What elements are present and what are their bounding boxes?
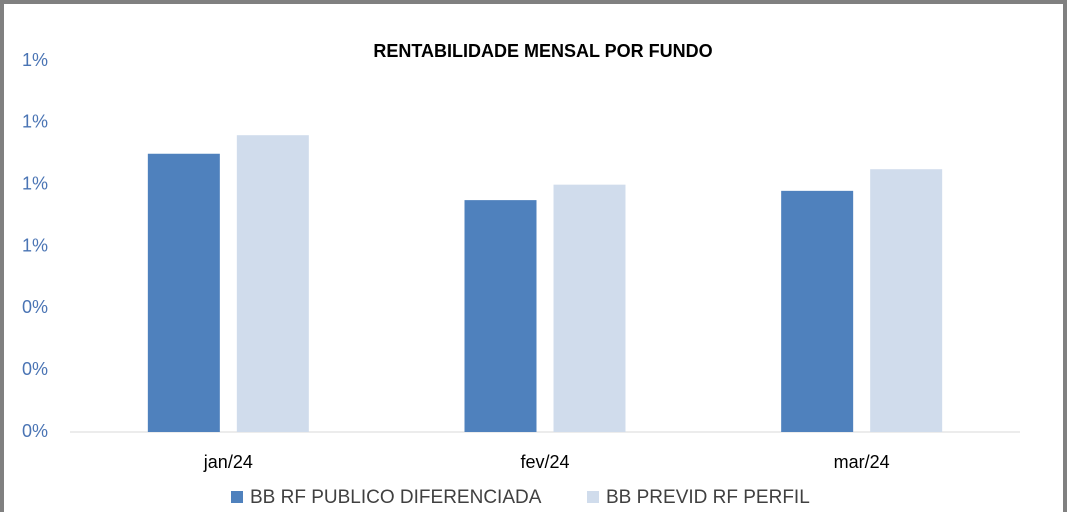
y-tick-label: 0% bbox=[22, 359, 48, 379]
legend-swatch bbox=[231, 491, 243, 503]
y-tick-label: 1% bbox=[22, 173, 48, 193]
y-tick-label: 0% bbox=[22, 421, 48, 441]
bar bbox=[464, 200, 537, 432]
bar bbox=[553, 184, 626, 432]
y-tick-label: 1% bbox=[22, 112, 48, 132]
x-tick-label: jan/24 bbox=[203, 452, 253, 472]
bar bbox=[236, 135, 309, 432]
legend-label: BB PREVID RF PERFIL bbox=[606, 487, 810, 508]
y-tick-label: 1% bbox=[22, 235, 48, 255]
legend-label: BB RF PUBLICO DIFERENCIADA bbox=[250, 487, 542, 508]
legend-swatch bbox=[587, 491, 599, 503]
bar bbox=[870, 169, 943, 433]
x-tick-label: mar/24 bbox=[834, 452, 890, 472]
y-tick-label: 0% bbox=[22, 297, 48, 317]
bar bbox=[147, 153, 220, 432]
bar bbox=[781, 190, 854, 432]
x-tick-label: fev/24 bbox=[520, 452, 569, 472]
y-tick-label: 1% bbox=[22, 50, 48, 70]
chart-title: RENTABILIDADE MENSAL POR FUNDO bbox=[373, 41, 712, 61]
